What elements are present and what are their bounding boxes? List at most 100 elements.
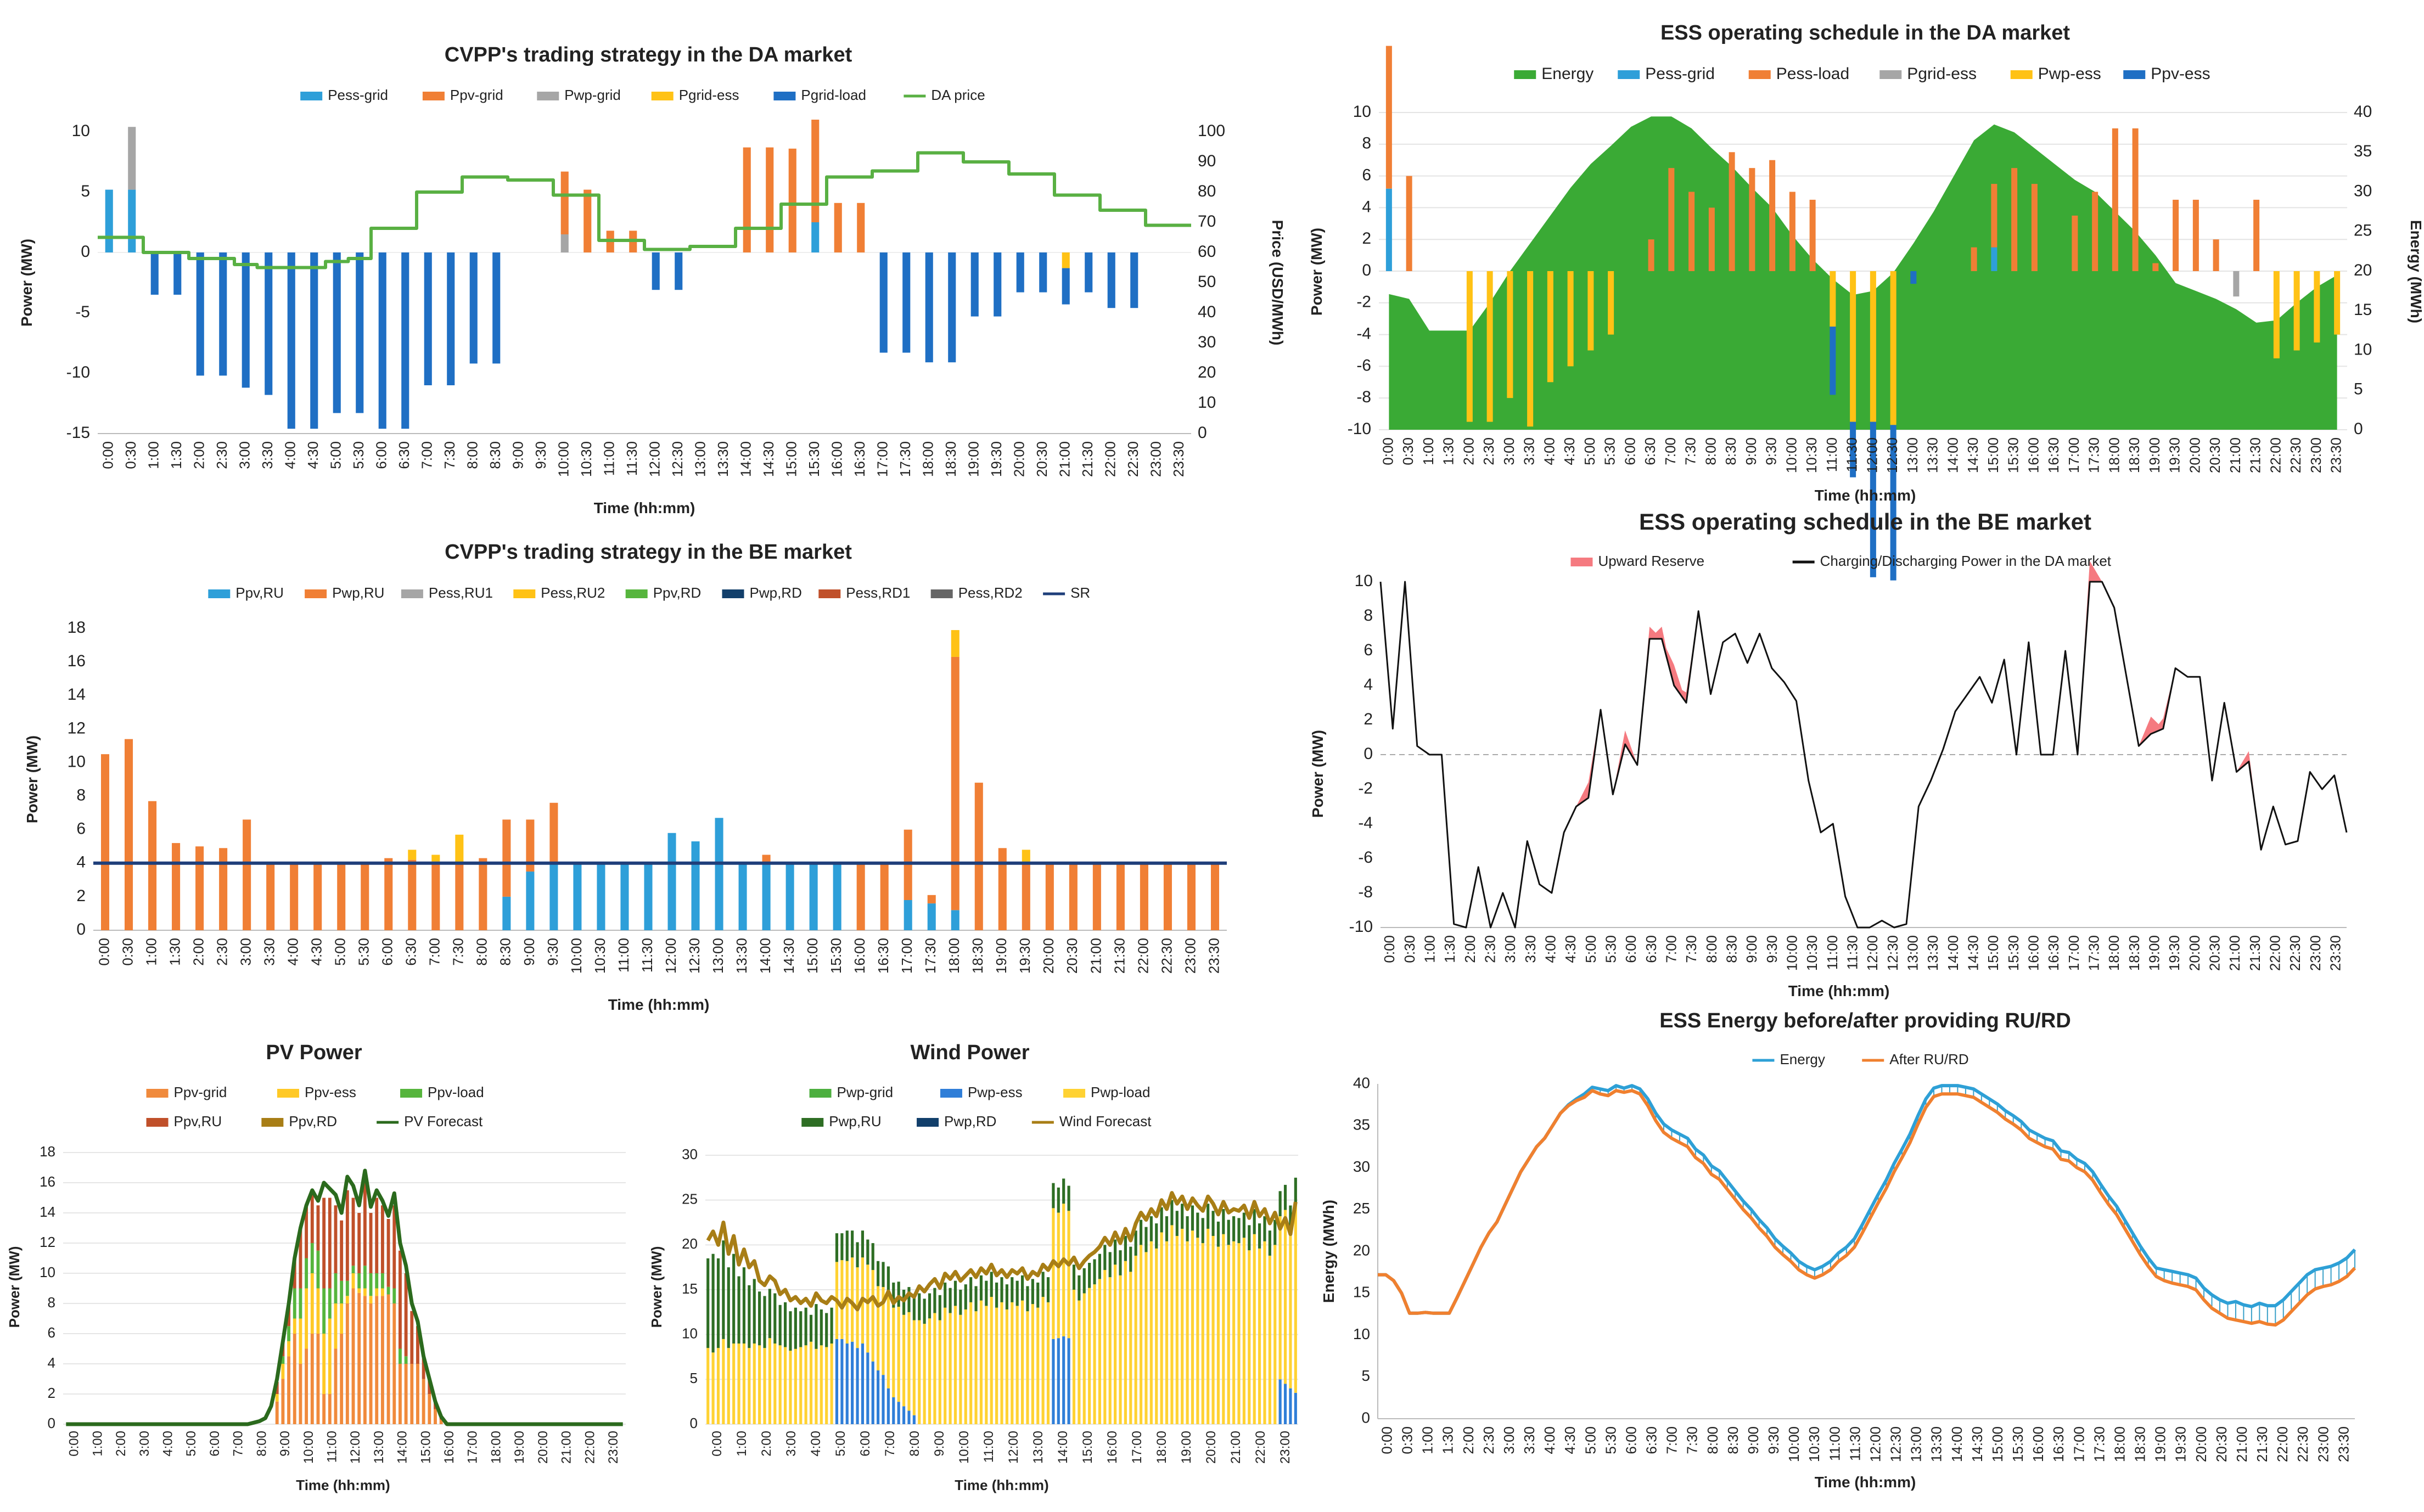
legend-swatch	[625, 589, 648, 598]
bar-ppv-ess	[328, 1318, 332, 1394]
bar-pgrid-load	[242, 252, 250, 388]
bar-ppv-ess	[380, 1288, 384, 1296]
bar-pwp-ru	[1022, 863, 1030, 930]
bar-ppv-ru	[620, 863, 629, 930]
x-tick-label: 9:00	[1743, 437, 1759, 465]
x-tick-label: 14:00	[738, 441, 754, 477]
chart-pv-power: PV Power Ppv-grid Ppv-ess Ppv-load Ppv,RU Ppv…	[6, 1041, 626, 1493]
x-tick-label: 19:30	[2173, 1426, 2189, 1462]
bar-ppv-ru	[410, 1311, 414, 1364]
bar-pwp-ru	[361, 863, 369, 930]
bar-pwp-ru	[1216, 1221, 1220, 1247]
x-tick-label: 5:30	[1603, 935, 1619, 963]
legend-swatch	[809, 1089, 832, 1098]
y2-tick-label: 40	[1198, 303, 1216, 321]
x-tick-label: 6:30	[396, 441, 412, 469]
bar-pwp-ru	[1186, 1216, 1189, 1241]
x-tick-label: 8:00	[254, 1431, 269, 1457]
bar-ppv-grid	[310, 1334, 314, 1424]
legend-item: Pess,RD1	[818, 584, 910, 601]
x-tick-label: 13:00	[1031, 1431, 1046, 1464]
bar-pwp-ru	[773, 1293, 777, 1344]
legend-label: Pwp-ess	[2038, 65, 2101, 83]
x-tick-label: 18:30	[969, 938, 986, 974]
x-tick-label: 1:30	[1441, 935, 1458, 963]
x-tick-label: 4:00	[282, 441, 299, 469]
bar-pwp-ru	[949, 1288, 952, 1313]
x-tick-label: 7:00	[1663, 935, 1680, 963]
bar-pwp-ru	[737, 1276, 740, 1344]
x-tick-label: 23:00	[1182, 938, 1198, 974]
area-upward-reserve	[2077, 561, 2102, 755]
bar-pwp-ru	[1026, 1286, 1029, 1312]
bar-ppv-ru	[738, 863, 747, 930]
y-tick-label: 4	[1364, 676, 1373, 694]
x-tick-label: 3:00	[137, 1431, 152, 1457]
bar-pwp-load	[1015, 1306, 1019, 1424]
legend-label: Pwp,RU	[829, 1113, 881, 1129]
bar-pess-grid	[811, 222, 820, 252]
bar-pwp-load	[928, 1318, 932, 1424]
y2-tick-label: 10	[2354, 340, 2372, 358]
legend-item: Pwp,RD	[722, 584, 802, 601]
bar-pwp-ru	[1140, 863, 1148, 930]
bar-pwp-ess	[882, 1375, 885, 1424]
y-tick-label: -8	[1356, 388, 1371, 406]
y-tick-label: 16	[68, 652, 86, 670]
x-tick-label: 12:30	[1884, 437, 1900, 473]
y2-tick-label: 100	[1198, 122, 1225, 140]
x-tick-label: 17:00	[465, 1431, 480, 1464]
bar-pess-load	[1648, 239, 1654, 271]
x-tick-label: 0:00	[1379, 437, 1396, 465]
bar-ppv-ess	[287, 1341, 291, 1357]
y-tick-label: 2	[1364, 710, 1373, 728]
legend-label: Upward Reserve	[1598, 553, 1704, 569]
x-tick-label: 14:30	[760, 441, 777, 477]
bar-ppv-grid	[363, 1296, 367, 1424]
y-tick-label: 18	[68, 619, 86, 637]
legend-label: Ppv-grid	[450, 87, 503, 103]
legend-item: Ppv,RD	[261, 1113, 337, 1129]
x-tick-label: 0:00	[710, 1431, 725, 1457]
area-upward-reserve	[2139, 716, 2163, 746]
y-tick-label: 14	[68, 685, 86, 704]
bar-pwp-ru	[892, 1282, 895, 1308]
bar-ppv-ess	[275, 1394, 279, 1402]
bar-ppv-load	[299, 1288, 302, 1319]
x-tick-label: 21:30	[1111, 938, 1127, 974]
legend-label: Ppv-grid	[174, 1084, 227, 1100]
x-tick-label: 9:30	[1765, 1426, 1782, 1454]
x-axis-title: Time (hh:mm)	[1788, 982, 1890, 999]
x-tick-label: 16:00	[2025, 437, 2041, 473]
bar-pwp-ru	[830, 1307, 833, 1344]
x-tick-label: 12:30	[1888, 1426, 1904, 1462]
x-tick-label: 11:00	[1823, 437, 1840, 472]
x-tick-label: 17:30	[2086, 935, 2102, 971]
bar-pwp-load	[1067, 1211, 1070, 1339]
bar-pwp-ru	[1129, 1246, 1132, 1272]
x-tick-label: 7:00	[1662, 437, 1679, 465]
bar-pwp-load	[1005, 1309, 1008, 1424]
legend-label: Pwp,RD	[750, 584, 802, 601]
bar-pwp-load	[722, 1339, 725, 1424]
legend-item: Pwp-grid	[537, 87, 621, 103]
bar-pwp-load	[892, 1307, 895, 1397]
bar-pwp-load	[789, 1351, 792, 1424]
y-tick-label: 10	[72, 122, 90, 140]
legend-label: Ppv,RU	[235, 584, 284, 601]
legend-item: Pess-load	[1748, 65, 1849, 83]
bar-ppv-ru	[422, 1356, 425, 1379]
bar-pwp-load	[758, 1345, 761, 1424]
y-tick-label: 10	[68, 752, 86, 771]
bar-pwp-load	[964, 1309, 967, 1424]
x-tick-label: 18:30	[2126, 935, 2142, 971]
x-tick-label: 20:00	[536, 1431, 551, 1464]
bar-pwp-ru	[933, 1288, 936, 1313]
chart-title: ESS operating schedule in the BE market	[1639, 509, 2091, 535]
bar-pwp-load	[1020, 1300, 1024, 1424]
area-energy	[1389, 116, 2337, 430]
x-tick-label: 12:00	[1006, 1431, 1021, 1464]
y2-tick-label: 90	[1198, 152, 1216, 170]
x-tick-label: 10:00	[1783, 437, 1799, 473]
bar-pwp-load	[1268, 1255, 1271, 1424]
